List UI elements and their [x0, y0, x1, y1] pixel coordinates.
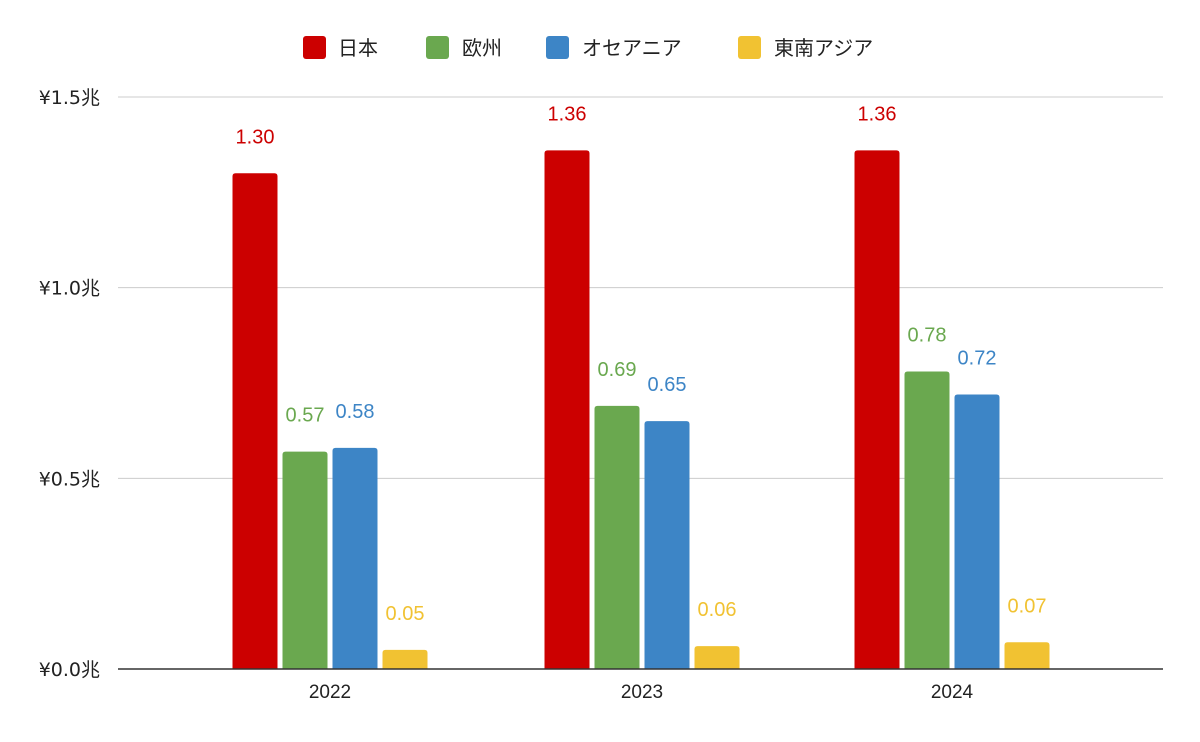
- legend-swatch: [426, 36, 449, 59]
- legend-label: 日本: [338, 36, 378, 60]
- legend-swatch: [546, 36, 569, 59]
- data-label: 0.78: [908, 325, 947, 347]
- x-tick-label: 2022: [309, 682, 351, 703]
- data-label: 1.36: [858, 103, 897, 125]
- y-tick-label: ¥0.5兆: [39, 468, 100, 490]
- data-labels: 1.30 0.57 0.58 0.05 1.36 0.69 0.65 0.06 1.36 0.78…: [236, 103, 1047, 625]
- legend-label: オセアニア: [582, 36, 682, 60]
- bar: [382, 649, 428, 669]
- bars: [232, 150, 1050, 670]
- bar: [644, 421, 690, 669]
- bar: [332, 447, 378, 669]
- data-label: 0.69: [598, 359, 637, 381]
- data-label: 0.58: [336, 401, 375, 423]
- bar: [282, 451, 328, 669]
- bar: [594, 405, 640, 669]
- bar: [544, 150, 590, 670]
- legend: 日本 欧州 オセアニア 東南アジア: [303, 36, 873, 60]
- data-label: 0.65: [648, 374, 687, 396]
- x-tick-label: 2023: [621, 682, 663, 703]
- legend-swatch: [738, 36, 761, 59]
- y-tick-label: ¥1.0兆: [39, 278, 100, 300]
- legend-item[interactable]: 日本: [303, 36, 378, 60]
- y-axis: ¥0.0兆 ¥0.5兆 ¥1.0兆 ¥1.5兆: [39, 87, 100, 681]
- bar: [904, 371, 950, 669]
- legend-label: 欧州: [462, 36, 502, 60]
- bar: [1004, 642, 1050, 669]
- legend-label: 東南アジア: [774, 36, 873, 60]
- x-axis: 2022 2023 2024: [118, 668, 1163, 703]
- data-label: 0.06: [698, 599, 737, 621]
- data-label: 1.30: [236, 126, 275, 148]
- legend-item[interactable]: 欧州: [426, 36, 502, 60]
- x-tick-label: 2024: [931, 682, 974, 703]
- data-label: 0.05: [386, 603, 425, 625]
- data-label: 1.36: [548, 103, 587, 125]
- bar: [954, 394, 1000, 669]
- legend-swatch: [303, 36, 326, 59]
- bar: [694, 646, 740, 669]
- y-tick-label: ¥0.0兆: [39, 659, 100, 681]
- bar: [232, 173, 278, 669]
- legend-item[interactable]: 東南アジア: [738, 36, 873, 60]
- data-label: 0.07: [1008, 595, 1047, 617]
- data-label: 0.57: [286, 405, 325, 427]
- bar: [854, 150, 900, 670]
- data-label: 0.72: [958, 347, 997, 369]
- y-tick-label: ¥1.5兆: [39, 87, 100, 109]
- legend-item[interactable]: オセアニア: [546, 36, 682, 60]
